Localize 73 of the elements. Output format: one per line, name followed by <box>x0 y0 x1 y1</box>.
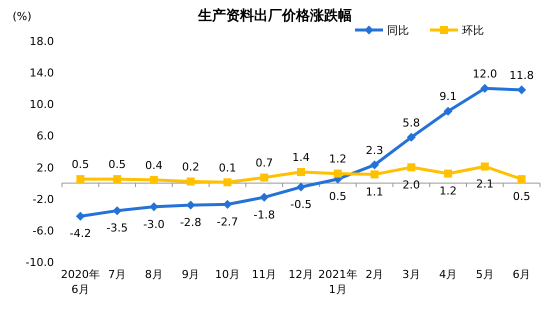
point <box>518 175 526 184</box>
y-tick-label: 2.0 <box>36 161 54 174</box>
y-tick-label: 18.0 <box>30 35 54 48</box>
x-tick-label: 11月 <box>252 268 277 281</box>
point <box>150 176 158 184</box>
point <box>260 192 269 202</box>
x-tick-label: 2月 <box>366 268 384 281</box>
x-tick-label: 4月 <box>439 268 458 281</box>
point <box>370 170 379 178</box>
data-label: 2.3 <box>366 144 384 157</box>
y-tick-label: -6.0 <box>32 224 54 238</box>
data-label: 1.2 <box>329 152 347 166</box>
point <box>112 206 122 216</box>
y-tick-label: -2.0 <box>32 192 54 206</box>
y-tick-label: 10.0 <box>30 98 54 112</box>
point <box>76 212 85 221</box>
point <box>480 162 489 170</box>
y-tick-label: 6.0 <box>36 130 54 143</box>
point <box>517 85 526 94</box>
point <box>444 106 453 116</box>
data-label: 1.2 <box>439 184 457 198</box>
data-label: -3.0 <box>143 218 165 231</box>
point <box>444 170 452 178</box>
point <box>297 168 305 176</box>
data-label: 1.4 <box>292 151 310 164</box>
x-tick-label: 2020年 6月 <box>60 268 100 296</box>
ylabel: (%) <box>12 10 32 23</box>
x-tick-label: 2021年 1月 <box>318 268 358 296</box>
point <box>149 202 158 212</box>
data-label: 0.5 <box>108 158 126 172</box>
data-label: 5.8 <box>402 116 420 130</box>
data-label: 11.8 <box>509 68 534 82</box>
x-tick-label: 12月 <box>288 268 314 281</box>
legend-label: 同比 <box>387 24 409 37</box>
data-label: 0.4 <box>145 158 163 172</box>
point <box>370 160 380 170</box>
data-label: -0.5 <box>290 198 312 212</box>
data-label: 0.5 <box>512 190 530 204</box>
data-label: -4.2 <box>70 227 92 240</box>
point <box>260 174 268 182</box>
x-tick-label: 3月 <box>402 268 420 281</box>
x-tick-label: 8月 <box>144 268 163 281</box>
x-tick-label: 6月 <box>512 268 531 281</box>
point <box>113 175 122 184</box>
legend-label: 环比 <box>462 24 484 37</box>
point <box>223 178 232 186</box>
x-tick-label: 9月 <box>182 268 200 281</box>
data-label: 0.5 <box>329 190 347 204</box>
y-tick-label: 14.0 <box>30 66 54 80</box>
point <box>296 182 306 192</box>
data-label: 0.2 <box>182 160 200 174</box>
title: 生产资料出厂价格涨跌幅 <box>198 8 352 24</box>
data-label: 2.0 <box>402 178 420 192</box>
data-label: 0.5 <box>72 158 90 172</box>
data-label: 9.1 <box>439 90 457 104</box>
point <box>76 175 84 184</box>
data-label: -2.7 <box>216 215 238 228</box>
x-tick-label: 5月 <box>476 268 494 281</box>
y-tick-label: -10.0 <box>26 256 54 269</box>
data-label: 0.1 <box>218 161 236 174</box>
data-label: -3.5 <box>106 222 128 235</box>
point <box>406 132 416 142</box>
point <box>407 163 416 172</box>
data-label: 12.0 <box>472 67 498 80</box>
data-label: -2.8 <box>180 216 202 230</box>
x-tick-label: 7月 <box>108 268 126 281</box>
x-tick-label: 10月 <box>214 268 240 281</box>
point <box>334 170 342 178</box>
data-label: 2.1 <box>476 177 494 190</box>
data-label: 1.1 <box>366 185 384 198</box>
data-label: -1.8 <box>253 208 275 222</box>
data-label: 0.7 <box>255 156 273 170</box>
point <box>186 177 195 186</box>
